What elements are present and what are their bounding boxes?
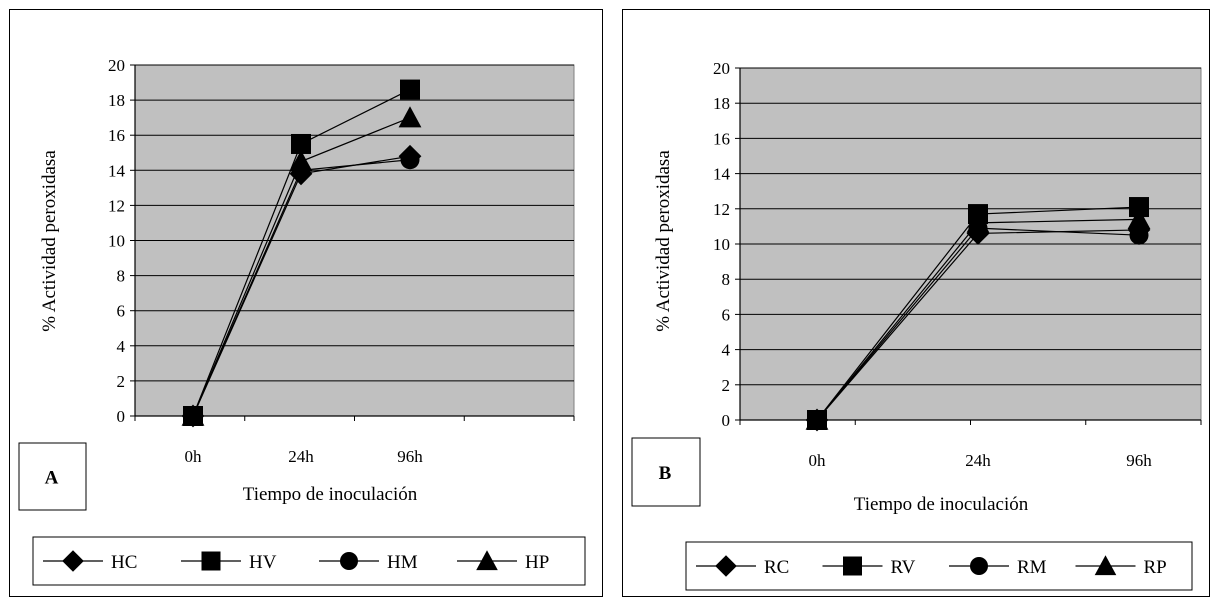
data-point-rp-24h xyxy=(966,211,990,233)
y-tick-label: 10 xyxy=(108,232,125,251)
x-tick-label: 24h xyxy=(288,447,314,466)
panel-label: B xyxy=(659,463,672,484)
chart-panel-b: 0 2 4 6 8 10 12 14 16 18 20 0h 24h 96h Tiempo de inocu… xyxy=(622,9,1210,597)
y-axis-title: % Actividad peroxidasa xyxy=(39,150,60,332)
x-tick-label: 96h xyxy=(1126,451,1152,470)
y-tick-label: 10 xyxy=(713,235,730,254)
y-tick-label: 2 xyxy=(117,372,126,391)
y-tick-label: 0 xyxy=(117,407,126,426)
y-tick-label: 12 xyxy=(108,196,125,215)
y-tick-label: 16 xyxy=(108,126,125,145)
panel-label-box xyxy=(631,437,701,507)
legend-marker-hv xyxy=(201,551,221,571)
chart-panel-a: 0 2 4 6 8 10 12 14 16 18 20 0h 24h 96h Tiempo de inocu… xyxy=(9,9,603,597)
y-tick-label: 20 xyxy=(108,56,125,75)
data-point-hv-24h xyxy=(291,133,311,154)
legend-label-rp: RP xyxy=(1144,557,1167,578)
legend-marker-rm xyxy=(970,557,988,575)
x-tick-label: 0h xyxy=(185,447,203,466)
data-point-hm-96h xyxy=(400,150,420,170)
data-point-hp-96h xyxy=(398,106,422,128)
legend-marker-rv xyxy=(843,556,862,576)
y-tick-label: 8 xyxy=(722,270,731,289)
y-tick-label: 4 xyxy=(117,337,126,356)
panel-label: A xyxy=(45,468,59,489)
data-point-rp-96h xyxy=(1127,207,1151,230)
panel-label-box xyxy=(18,442,87,511)
y-tick-label: 16 xyxy=(713,129,730,148)
data-point-hp-24h xyxy=(289,150,313,172)
legend-marker-hp xyxy=(476,550,498,571)
y-tick-label: 6 xyxy=(722,305,731,324)
y-tick-label: 20 xyxy=(713,59,730,78)
legend-marker-hm xyxy=(340,552,358,570)
data-point-hv-96h xyxy=(400,79,420,100)
legend-label-hc: HC xyxy=(111,552,137,573)
x-axis-title: Tiempo de inoculación xyxy=(243,484,418,505)
y-tick-label: 8 xyxy=(117,267,126,286)
legend-marker-rp xyxy=(1094,555,1117,576)
y-tick-label: 14 xyxy=(713,165,731,184)
chart-svg: 0 2 4 6 8 10 12 14 16 18 20 0h 24h 96h Tiempo de inocu… xyxy=(631,59,1202,591)
chart-svg: 0 2 4 6 8 10 12 14 16 18 20 0h 24h 96h Tiempo de inocu… xyxy=(18,56,586,586)
legend-label-hm: HM xyxy=(387,552,418,573)
y-tick-label: 0 xyxy=(722,411,731,430)
data-point-hp-0h xyxy=(181,404,205,426)
y-tick-label: 18 xyxy=(713,94,730,113)
legend-marker-rc xyxy=(715,555,737,577)
data-point-rm-96h xyxy=(1129,225,1149,245)
x-tick-label: 0h xyxy=(809,451,827,470)
legend-label-hv: HV xyxy=(249,552,277,573)
data-point-rv-96h xyxy=(1129,197,1149,218)
y-tick-label: 6 xyxy=(117,302,126,321)
legend-label-hp: HP xyxy=(525,552,549,573)
legend-label-rm: RM xyxy=(1017,557,1047,578)
y-tick-label: 12 xyxy=(713,200,730,219)
y-tick-label: 4 xyxy=(722,341,731,360)
y-axis-title: % Actividad peroxidasa xyxy=(653,150,674,332)
legend-label-rc: RC xyxy=(764,557,789,578)
x-axis-title: Tiempo de inoculación xyxy=(854,494,1029,515)
y-tick-label: 2 xyxy=(722,376,731,395)
x-tick-label: 96h xyxy=(397,447,423,466)
y-tick-label: 14 xyxy=(108,161,126,180)
x-tick-label: 24h xyxy=(965,451,991,470)
data-point-rp-0h xyxy=(805,408,829,430)
legend-label-rv: RV xyxy=(891,557,916,578)
legend-marker-hc xyxy=(62,550,84,572)
y-tick-label: 18 xyxy=(108,91,125,110)
